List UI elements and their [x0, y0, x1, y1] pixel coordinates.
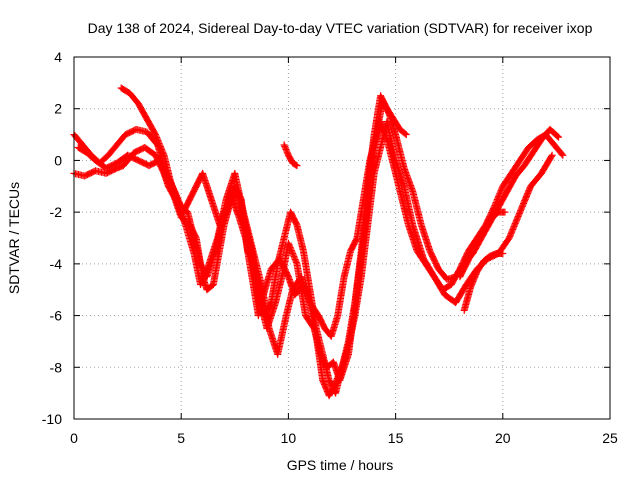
x-tick-label: 20 [495, 430, 511, 446]
data-point [290, 252, 298, 260]
data-point [153, 134, 161, 142]
data-point [196, 281, 204, 289]
data-point [159, 148, 167, 156]
data-point [158, 147, 166, 155]
x-tick-label: 0 [70, 430, 78, 446]
data-point [283, 147, 291, 155]
data-point [291, 255, 299, 263]
y-tick-label: 0 [54, 152, 62, 168]
data-point [292, 161, 300, 169]
data-points [70, 84, 567, 400]
y-tick-label: -4 [50, 256, 63, 272]
data-point [558, 150, 566, 158]
data-point [287, 245, 295, 253]
data-point [203, 266, 211, 274]
data-point [289, 251, 297, 259]
data-point [501, 208, 509, 216]
data-point [201, 269, 209, 277]
data-point [280, 141, 288, 149]
series-track-d [117, 84, 410, 397]
data-point [159, 150, 167, 158]
data-point [292, 258, 300, 266]
chart-title: Day 138 of 2024, Sidereal Day-to-day VTE… [88, 20, 593, 36]
data-point [204, 263, 212, 271]
data-point [155, 138, 163, 146]
data-point [158, 145, 166, 153]
y-axis-label: SDTVAR / TECUs [6, 182, 22, 294]
data-point [153, 135, 161, 143]
data-point [199, 275, 207, 283]
data-point [553, 132, 561, 140]
data-point [200, 273, 208, 281]
data-point [202, 267, 210, 275]
data-point [287, 247, 295, 255]
data-point [203, 264, 211, 272]
data-point [286, 242, 294, 250]
data-point [197, 279, 205, 287]
data-point [281, 142, 289, 150]
data-point [285, 241, 293, 249]
series-track-g [460, 250, 507, 314]
grid [74, 57, 610, 419]
x-tick-label: 5 [177, 430, 185, 446]
data-point [289, 250, 297, 258]
y-tick-label: -8 [50, 359, 63, 375]
plot-frame [73, 56, 611, 420]
data-point [496, 188, 504, 196]
x-tick-label: 10 [281, 430, 297, 446]
series-track-e [280, 141, 301, 170]
data-point [154, 136, 162, 144]
data-point [286, 244, 294, 252]
data-point [152, 132, 160, 140]
data-point [547, 153, 555, 161]
y-tick-label: 4 [54, 49, 62, 65]
data-point [402, 131, 410, 139]
data-point [281, 144, 289, 152]
axis-ticks: 0 5 10 15 20 25 -10 -8 -6 -4 -2 0 2 4 [42, 49, 618, 446]
y-tick-label: -10 [42, 411, 62, 427]
data-point [291, 254, 299, 262]
data-point [284, 239, 292, 247]
data-point [288, 248, 296, 256]
data-point [497, 187, 505, 195]
data-point [201, 270, 209, 278]
data-point [292, 257, 300, 265]
x-tick-label: 15 [388, 430, 404, 446]
data-point [200, 272, 208, 280]
x-axis-label: GPS time / hours [287, 457, 394, 473]
data-point [155, 139, 163, 147]
data-point [157, 144, 165, 152]
data-point [156, 141, 164, 149]
x-tick-label: 25 [602, 430, 618, 446]
data-point [498, 185, 506, 193]
data-point [283, 148, 291, 156]
data-point [548, 151, 556, 159]
series-track-f [456, 208, 509, 281]
data-point [198, 276, 206, 284]
data-point [282, 145, 290, 153]
data-point [151, 131, 159, 139]
data-point [156, 142, 164, 150]
data-point [559, 151, 567, 159]
data-point [293, 162, 301, 170]
data-point [401, 130, 409, 138]
y-tick-label: -6 [50, 308, 63, 324]
data-point [555, 133, 563, 141]
data-point [198, 278, 206, 286]
y-tick-label: -2 [50, 204, 63, 220]
series-track-c [74, 118, 556, 400]
data-point [496, 190, 504, 198]
y-tick-label: 2 [54, 101, 62, 117]
data-point [499, 250, 507, 258]
